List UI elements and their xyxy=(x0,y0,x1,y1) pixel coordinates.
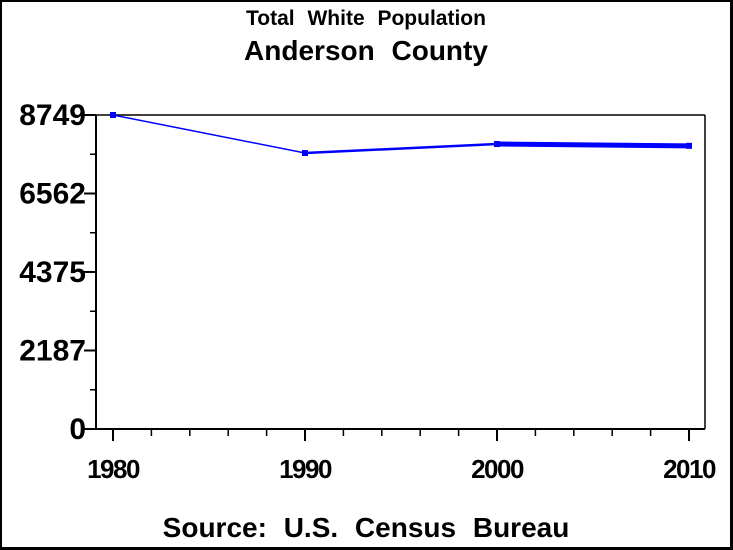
data-point-marker xyxy=(494,141,500,148)
x-tick-label: 1980 xyxy=(87,454,140,484)
data-point-marker xyxy=(686,142,692,149)
series-line-segment xyxy=(112,114,306,154)
series-line-segment xyxy=(304,142,498,155)
x-tick-label: 2010 xyxy=(663,454,716,484)
source-note: Source: U.S. Census Bureau xyxy=(162,512,570,543)
series-line-segment xyxy=(496,141,690,149)
y-tick-label: 0 xyxy=(69,413,86,446)
y-tick-label: 4375 xyxy=(19,256,86,289)
data-point-marker xyxy=(110,112,116,118)
x-tick-label: 1990 xyxy=(279,454,332,484)
chart-subtitle: Anderson County xyxy=(244,35,488,66)
y-tick-label: 8749 xyxy=(19,99,86,132)
y-tick-label: 6562 xyxy=(19,177,86,210)
chart-title: Total White Population xyxy=(246,7,486,30)
data-point-marker xyxy=(302,150,308,157)
x-tick-label: 2000 xyxy=(471,454,524,484)
y-tick-label: 2187 xyxy=(19,335,86,368)
